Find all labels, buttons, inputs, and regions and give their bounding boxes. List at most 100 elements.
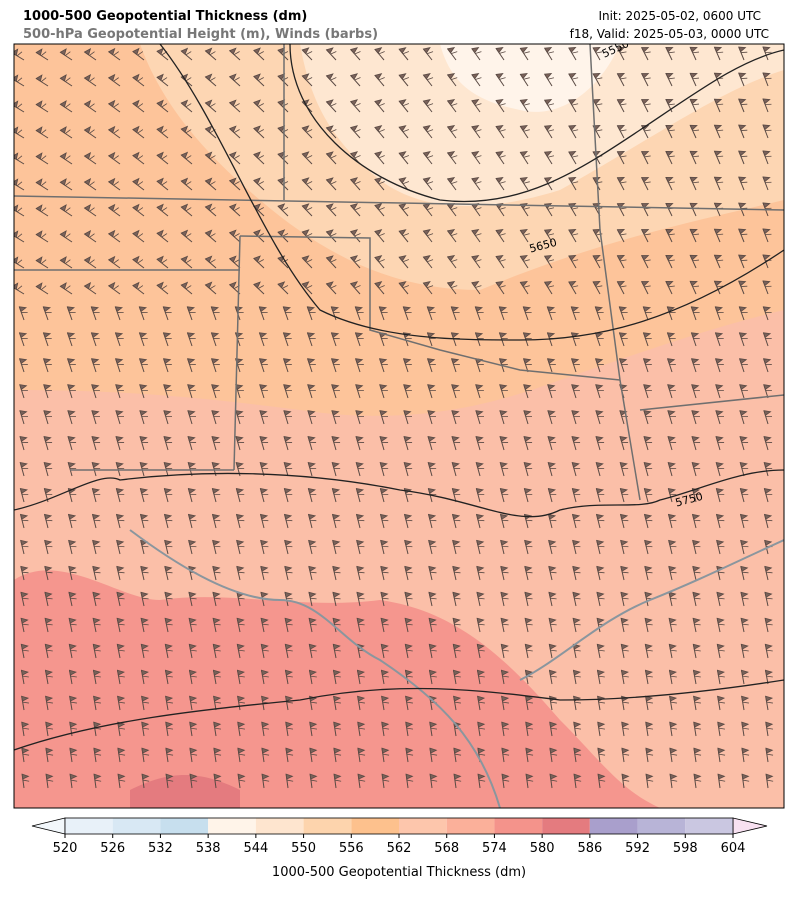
wind-barb — [644, 669, 653, 685]
wind-barb — [325, 125, 337, 139]
wind-barb — [519, 177, 530, 191]
wind-barb — [571, 436, 581, 451]
wind-barb — [132, 47, 145, 61]
wind-barb — [138, 306, 148, 321]
colorbar-segment — [255, 818, 304, 834]
wind-barbs — [14, 46, 774, 789]
barb-flag — [715, 358, 724, 365]
barb-flag — [163, 384, 172, 391]
barb-flag — [253, 47, 264, 55]
barb-flag — [141, 721, 150, 730]
barb-flag — [116, 669, 125, 678]
barb-flag — [165, 721, 174, 730]
wind-barb — [187, 384, 196, 399]
colorbar-tick-label: 562 — [387, 841, 412, 856]
barb-flag — [228, 151, 240, 159]
barb-flag — [83, 281, 95, 290]
barb-flag — [667, 513, 677, 522]
wind-barb — [620, 617, 629, 633]
barb-flag — [762, 98, 772, 105]
wind-barb — [428, 565, 437, 581]
wind-barb — [522, 306, 532, 321]
barb-flag — [595, 410, 605, 417]
wind-barb — [325, 177, 337, 191]
barb-flag — [427, 410, 437, 417]
barb-flag — [667, 410, 677, 417]
barb-flag — [665, 46, 675, 54]
barb-flag — [713, 176, 724, 184]
barb-flag — [398, 151, 410, 159]
barb-flag — [18, 306, 28, 313]
wind-barb — [595, 410, 605, 425]
wind-barb — [692, 565, 701, 581]
wind-barb — [21, 773, 30, 789]
barb-flag — [547, 436, 557, 443]
barb-flag — [740, 591, 749, 600]
barb-flag — [59, 256, 71, 264]
barb-flag — [519, 125, 530, 132]
barb-flag — [717, 773, 726, 782]
barb-flag — [763, 487, 773, 496]
wind-barb — [501, 721, 510, 737]
barb-flag — [349, 229, 361, 237]
barb-flag — [333, 747, 342, 756]
wind-barb — [139, 410, 149, 425]
wind-barb — [212, 539, 221, 555]
wind-barb — [398, 99, 410, 113]
barb-flag — [403, 410, 413, 417]
wind-barb — [308, 539, 317, 555]
barb-flag — [398, 99, 410, 107]
wind-barb — [187, 358, 196, 373]
wind-barb — [44, 591, 53, 607]
wind-barb — [379, 358, 388, 373]
wind-barb — [665, 280, 675, 295]
wind-barb — [83, 125, 97, 139]
barb-flag — [619, 513, 629, 522]
wind-barb — [332, 565, 341, 581]
barb-flag — [236, 643, 245, 652]
barb-flag — [495, 281, 506, 288]
barb-flag — [331, 461, 341, 470]
wind-barb — [645, 695, 654, 711]
colorbar-label: 1000-500 Geopotential Thickness (dm) — [272, 865, 526, 880]
barb-flag — [404, 669, 413, 678]
wind-barb — [356, 591, 365, 607]
barb-flag — [691, 461, 701, 470]
barb-flag — [595, 436, 605, 443]
wind-barb — [405, 747, 414, 763]
wind-barb — [204, 229, 217, 243]
barb-flag — [740, 643, 749, 652]
barb-flag — [156, 125, 168, 134]
wind-barb — [68, 565, 77, 581]
barb-flag — [690, 332, 700, 339]
barb-flag — [471, 255, 482, 262]
barb-flag — [44, 591, 53, 600]
wind-barb — [525, 747, 534, 763]
barb-flag — [475, 410, 485, 417]
wind-barb — [475, 461, 485, 477]
colorbar-tick-label: 598 — [673, 841, 698, 856]
barb-flag — [404, 591, 413, 600]
barb-flag — [716, 617, 725, 626]
wind-barb — [762, 228, 772, 243]
barb-flag — [452, 643, 461, 652]
wind-barb — [204, 99, 217, 113]
wind-barb — [356, 669, 365, 685]
barb-flag — [164, 565, 173, 574]
barb-flag — [381, 747, 390, 756]
map: 5550 5650 5750 — [14, 44, 784, 808]
wind-barb — [689, 176, 700, 191]
barb-flag — [471, 125, 482, 132]
barb-flag — [616, 255, 627, 262]
wind-barb — [164, 565, 173, 581]
wind-barb — [260, 643, 269, 659]
barb-flag — [471, 99, 482, 106]
wind-barb — [500, 565, 509, 581]
barb-flag — [35, 282, 47, 291]
wind-barb — [764, 591, 773, 607]
barb-flag — [499, 410, 509, 417]
barb-flag — [668, 643, 677, 652]
barb-flag — [548, 591, 557, 600]
wind-barb — [284, 591, 293, 607]
wind-barb — [261, 773, 270, 789]
